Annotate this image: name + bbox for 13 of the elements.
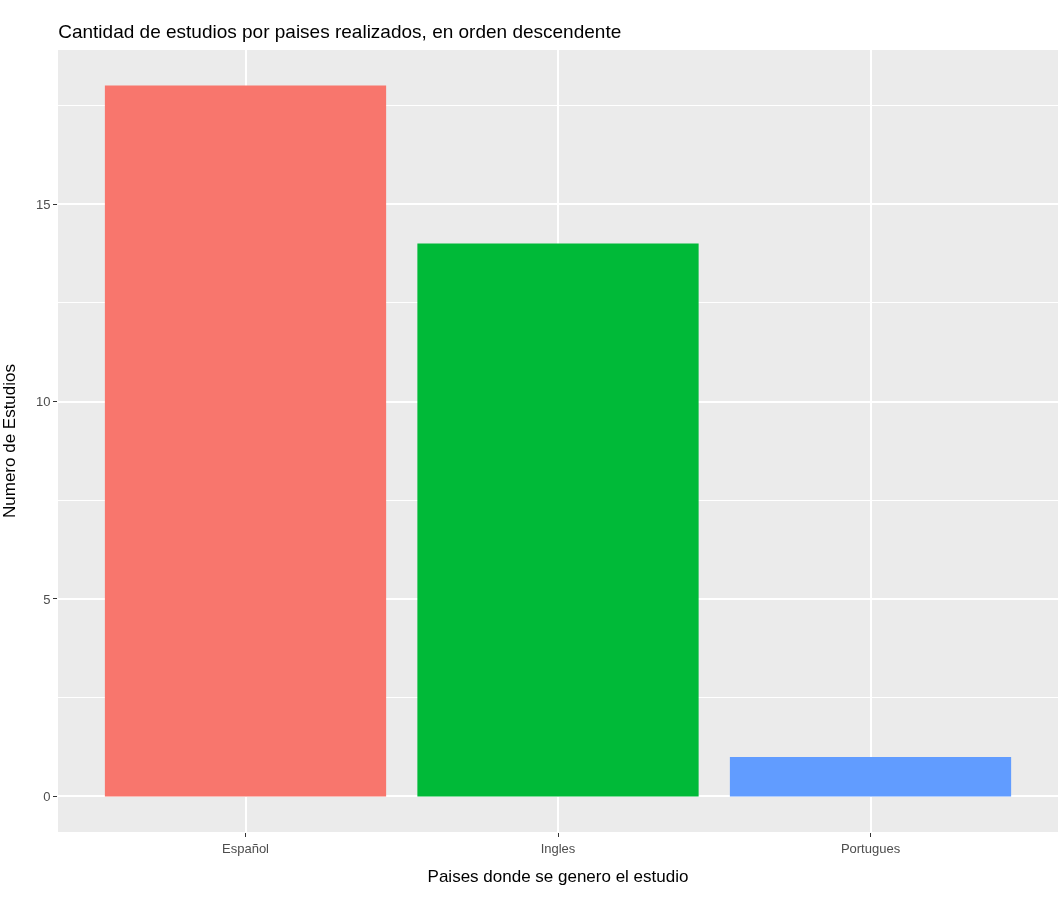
x-axis-title: Paises donde se genero el estudio	[427, 867, 689, 886]
x-tick-label: Portugues	[840, 840, 901, 856]
x-tick-label: Español	[222, 840, 270, 856]
y-tick-label: 5	[43, 591, 51, 607]
y-tick-label: 15	[35, 196, 51, 212]
y-tick-label: 0	[43, 789, 51, 804]
bar	[729, 756, 1012, 797]
bar	[417, 243, 699, 797]
x-tick-label: Ingles	[540, 840, 576, 856]
y-axis-title: Numero de Estudios	[0, 363, 20, 519]
y-tick-label: 10	[35, 394, 51, 410]
bar	[104, 85, 387, 797]
chart-title: Cantidad de estudios por paises realizados, en orden descendente	[58, 21, 622, 43]
